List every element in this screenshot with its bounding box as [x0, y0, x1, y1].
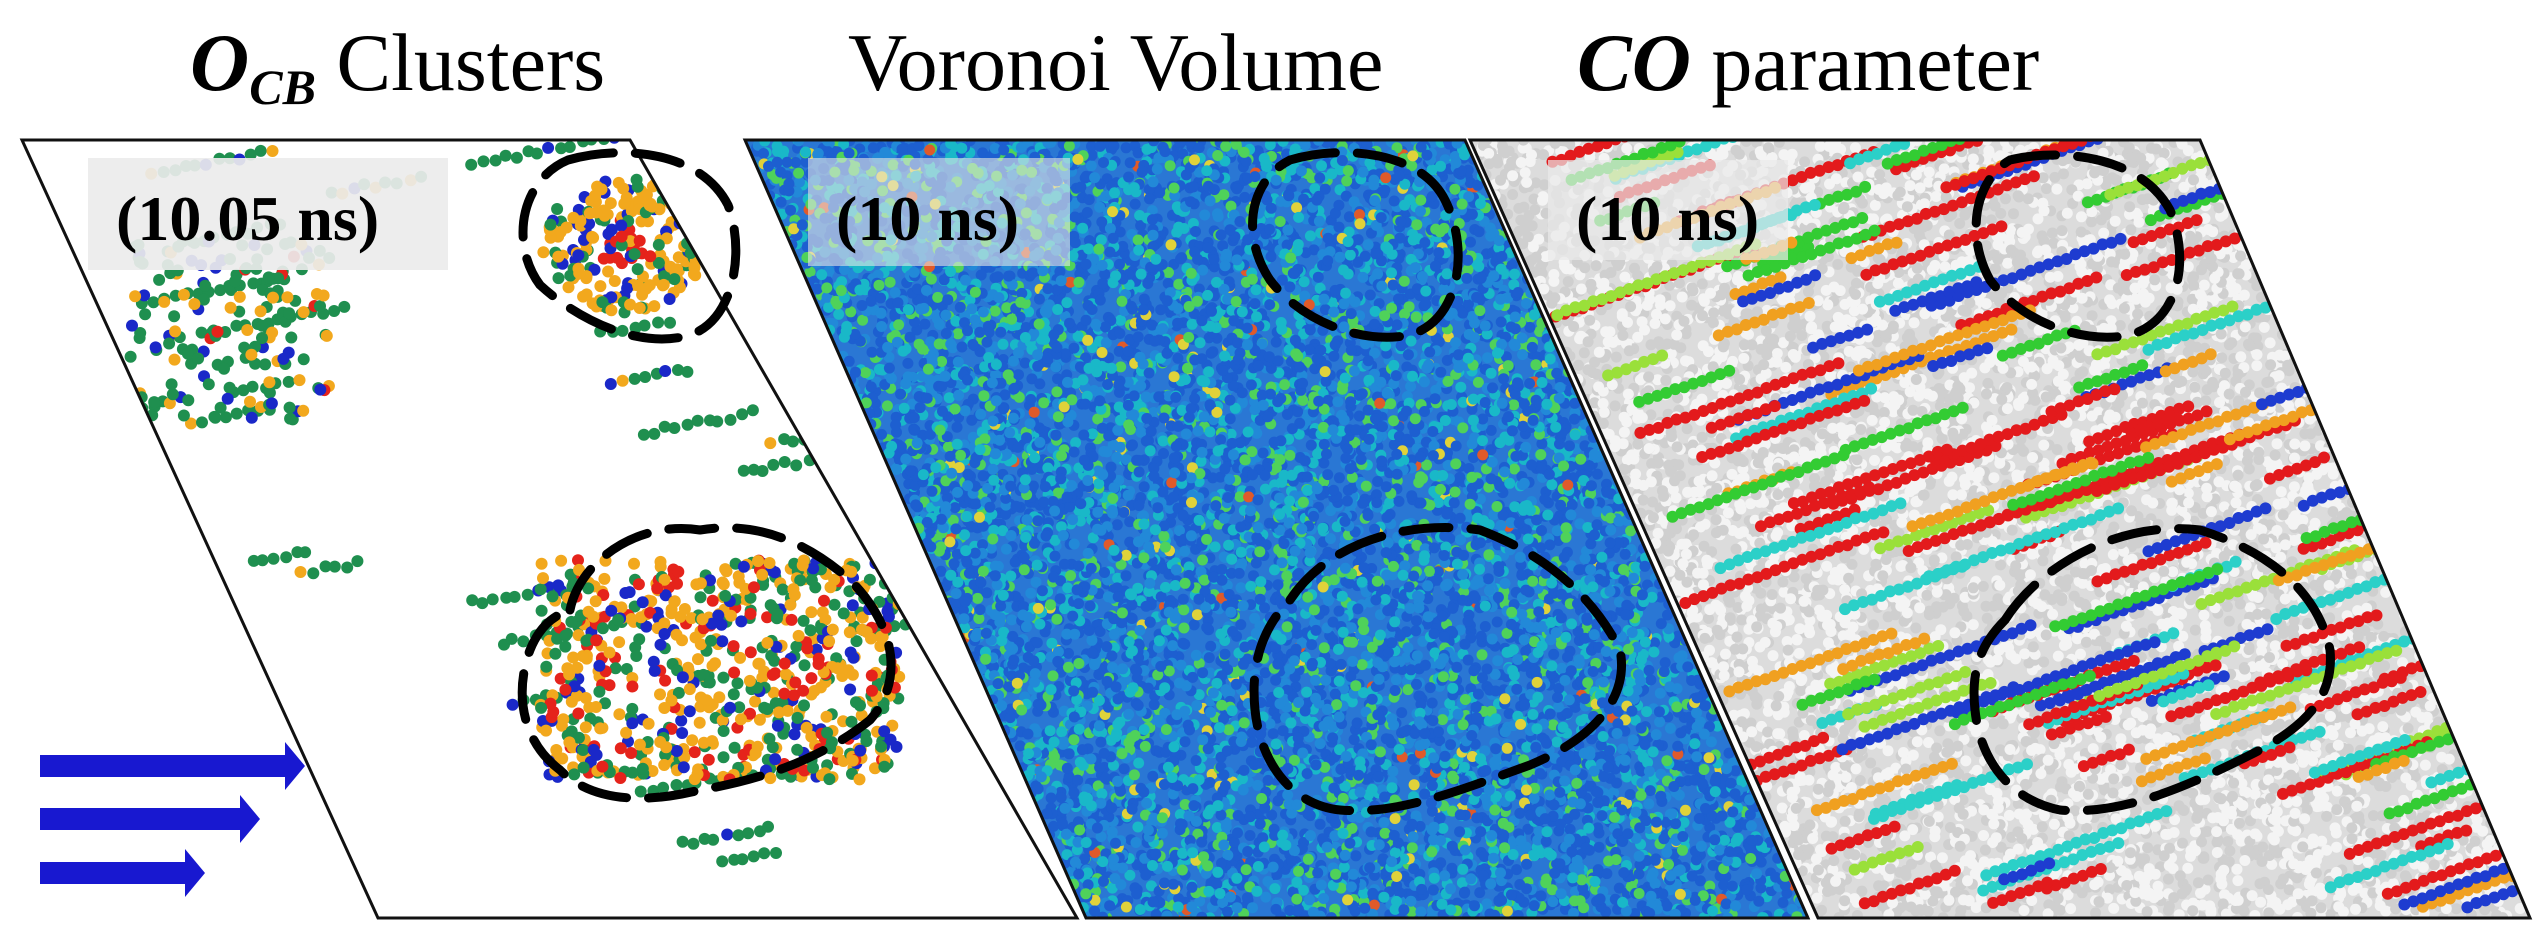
- title-text: Voronoi Volume: [848, 17, 1384, 108]
- panel-voronoi-border: [742, 138, 1811, 920]
- panel-co-border: [1467, 138, 2533, 920]
- panel-title-ocb: OCB Clusters: [190, 22, 605, 115]
- shear-arrow-icon: [40, 795, 260, 843]
- time-label-bg-a: [88, 158, 448, 270]
- title-symbol: CO: [1577, 17, 1691, 108]
- shear-arrow-icon: [40, 849, 205, 897]
- time-label-co: (10 ns): [1576, 183, 1760, 254]
- panel-ocb-border: [19, 138, 1080, 920]
- panel-ocb-frame: [22, 140, 1077, 918]
- time-label-bg-b: [808, 158, 1070, 266]
- dashed-region-ocb-bottom: [517, 523, 896, 803]
- voronoi-atom-layer: [751, 140, 1808, 918]
- title-text: parameter: [1690, 17, 2040, 108]
- title-symbol: O: [190, 17, 250, 108]
- time-label-bg-c: [1548, 160, 1788, 260]
- time-label-ocb: (10.05 ns): [116, 183, 380, 254]
- dashed-region-outlines: [517, 148, 2335, 816]
- title-text: Clusters: [315, 17, 606, 108]
- panel-title-voronoi: Voronoi Volume: [848, 22, 1383, 104]
- shear-arrow-icon: [40, 742, 305, 790]
- shear-arrows: [40, 742, 305, 897]
- time-label-voronoi: (10 ns): [836, 183, 1020, 254]
- dashed-region-co-bottom: [1969, 524, 2335, 816]
- dashed-region-voronoi-bottom: [1249, 523, 1626, 816]
- title-subscript: CB: [249, 59, 316, 115]
- panel-voronoi-volume: [742, 138, 1811, 920]
- panel-title-co: CO parameter: [1577, 22, 2039, 104]
- dashed-region-co-top: [1971, 150, 2185, 342]
- dashed-region-voronoi-top: [1248, 148, 1463, 342]
